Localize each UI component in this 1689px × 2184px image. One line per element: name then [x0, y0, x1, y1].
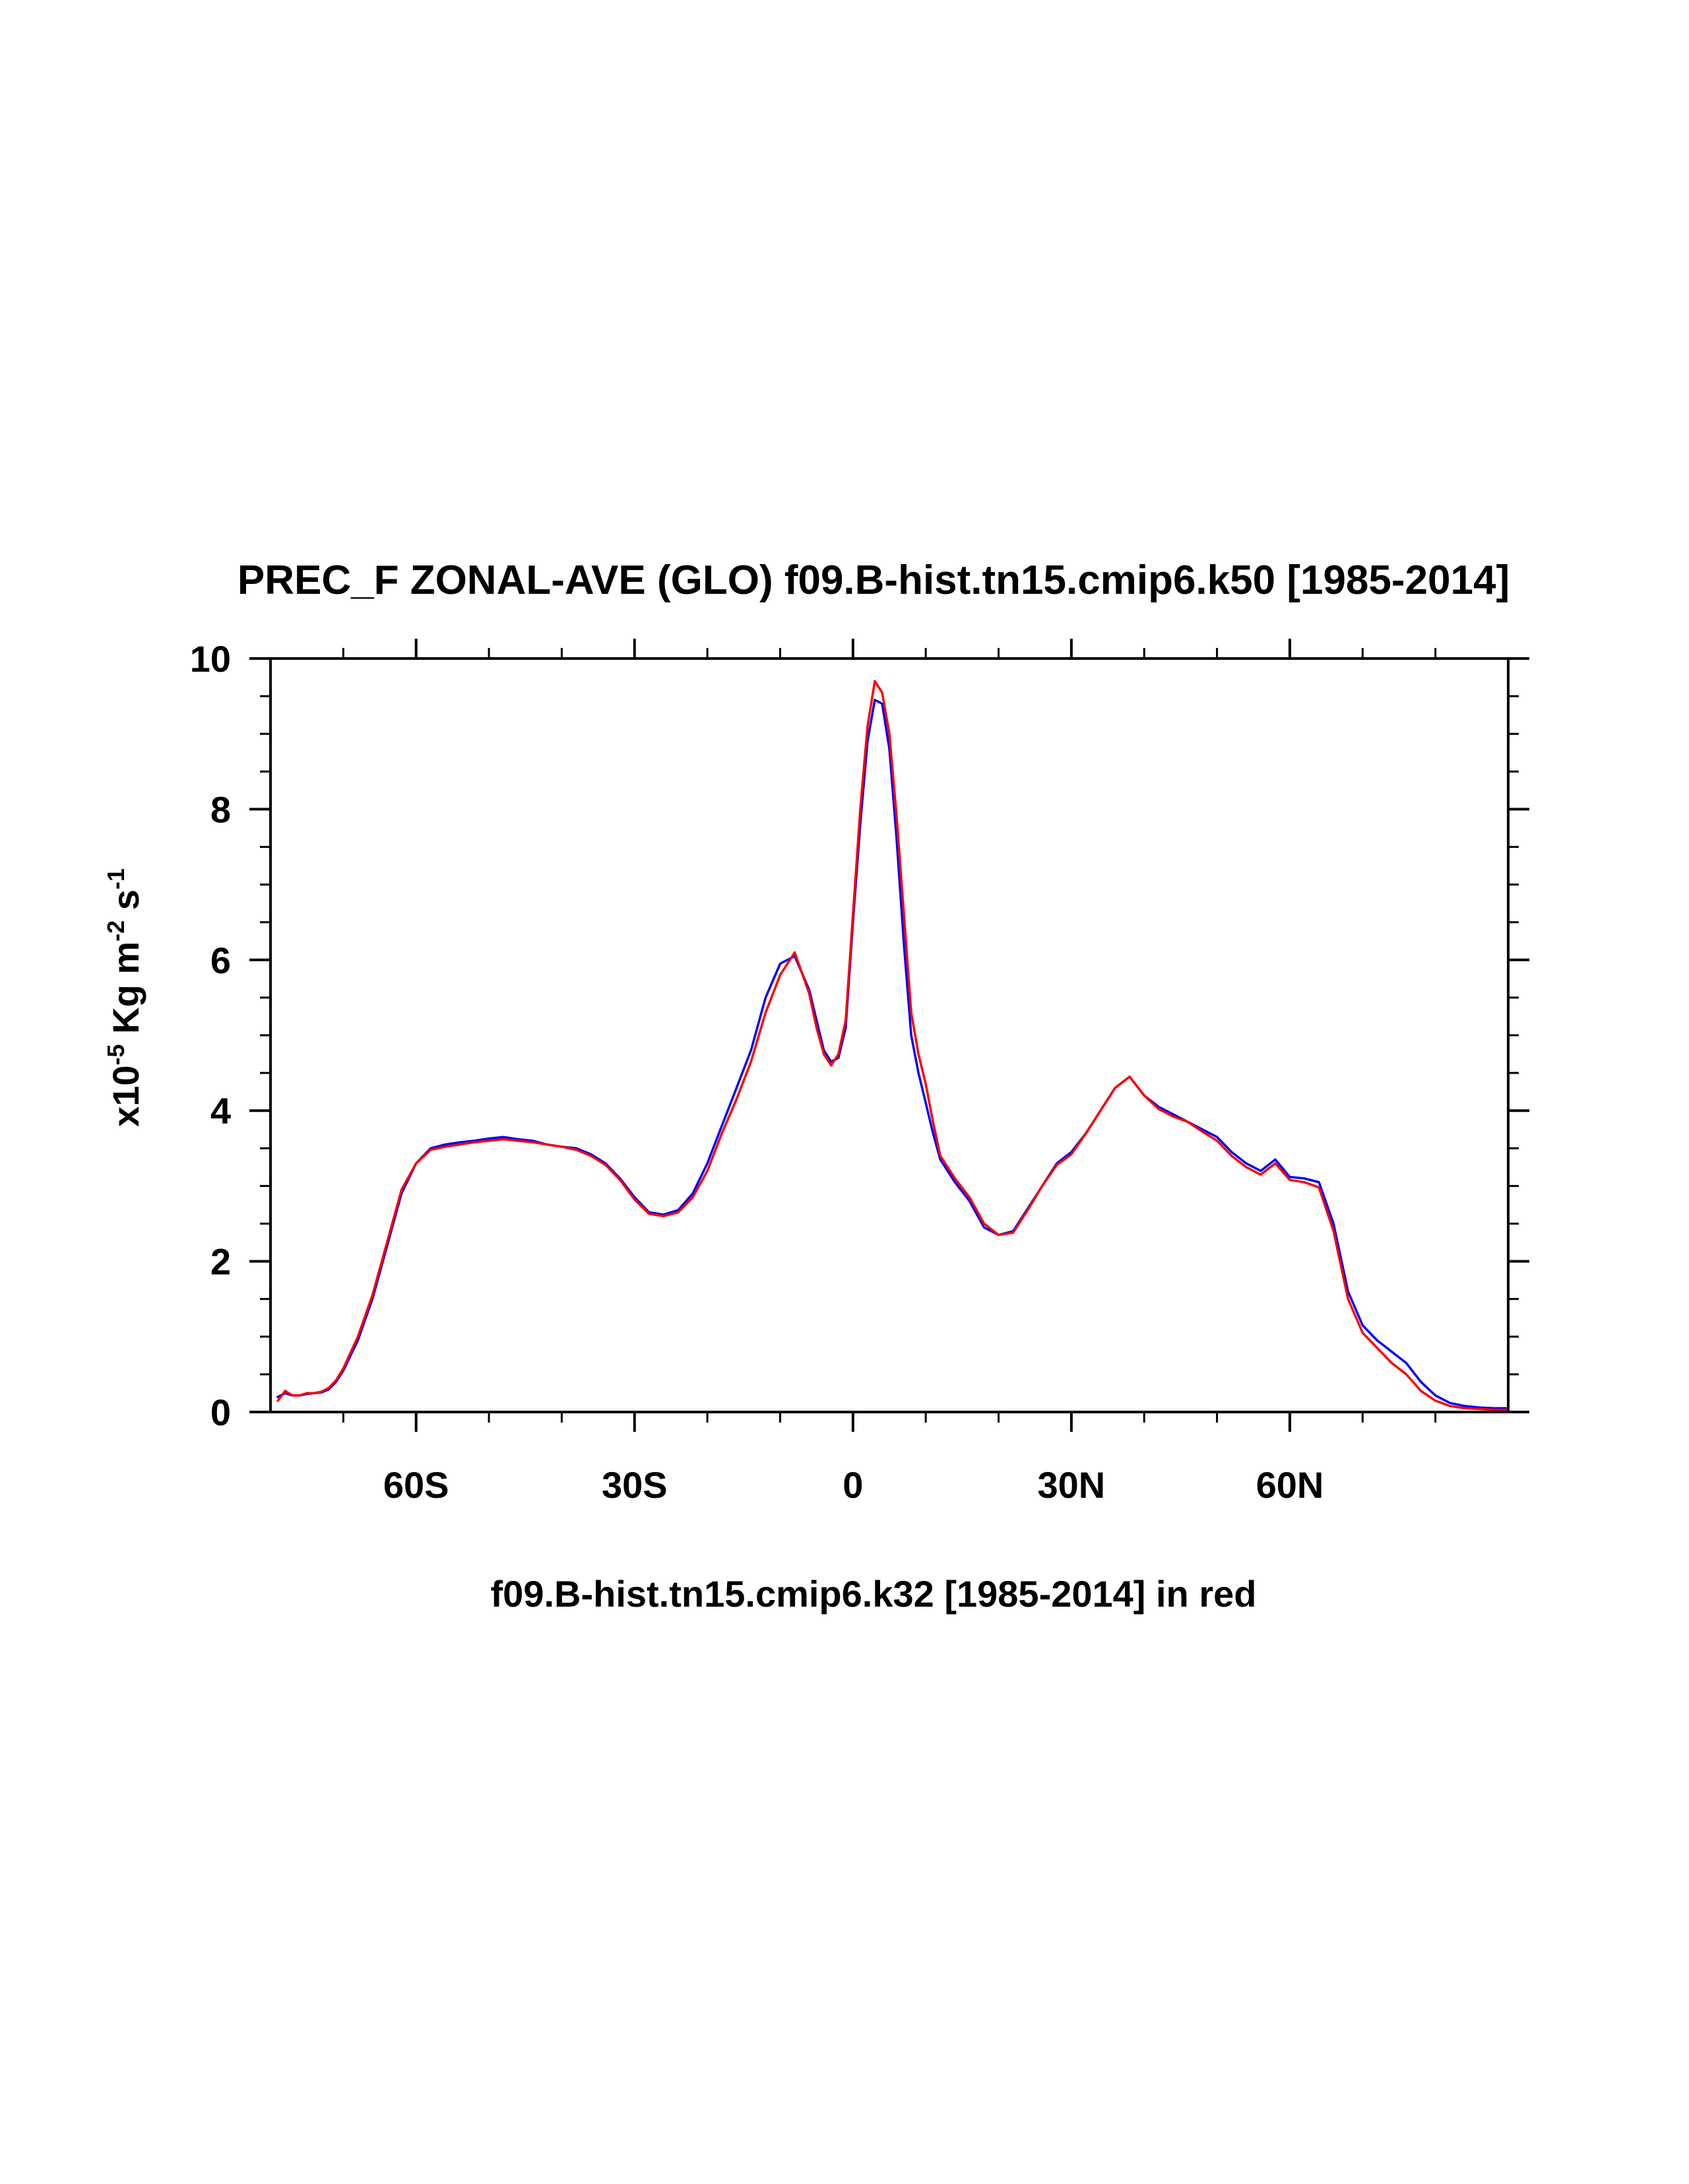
- svg-text:x10-5 Kg m-2 s-1: x10-5 Kg m-2 s-1: [102, 868, 146, 1127]
- chart-title: PREC_F ZONAL-AVE (GLO) f09.B-hist.tn15.c…: [238, 558, 1510, 603]
- y-label-exponent: -1: [102, 868, 129, 889]
- x-tick-label: 60N: [1256, 1464, 1324, 1506]
- y-axis-label: x10-5 Kg m-2 s-1: [102, 868, 146, 1127]
- y-tick-label: 8: [210, 788, 231, 830]
- y-tick-label: 0: [210, 1392, 231, 1433]
- tick-labels: 60S 30S 0 30N 60N 0 2 4 6 8 10: [190, 638, 1324, 1506]
- x-tick-label: 30N: [1038, 1464, 1106, 1506]
- axis-ticks: [249, 639, 1529, 1432]
- x-tick-label: 60S: [383, 1464, 449, 1506]
- y-label-unit: s: [105, 889, 146, 920]
- plot-frame: [269, 657, 1510, 1413]
- y-label-prefix: x10: [105, 1065, 146, 1126]
- x-tick-label: 0: [843, 1464, 863, 1506]
- x-axis-label: f09.B-hist.tn15.cmip6.k32 [1985-2014] in…: [491, 1573, 1257, 1615]
- y-label-unit: Kg m: [105, 942, 146, 1044]
- y-tick-label: 4: [210, 1090, 231, 1132]
- y-tick-label: 2: [210, 1241, 231, 1283]
- y-tick-label: 10: [190, 638, 231, 680]
- plot-series: [276, 680, 1510, 1411]
- x-tick-label: 30S: [602, 1464, 668, 1506]
- series-line-blue: [276, 699, 1510, 1410]
- y-label-exponent: -5: [102, 1044, 129, 1065]
- y-tick-label: 6: [210, 940, 231, 981]
- series-line-red: [276, 680, 1510, 1411]
- y-label-exponent: -2: [102, 920, 129, 942]
